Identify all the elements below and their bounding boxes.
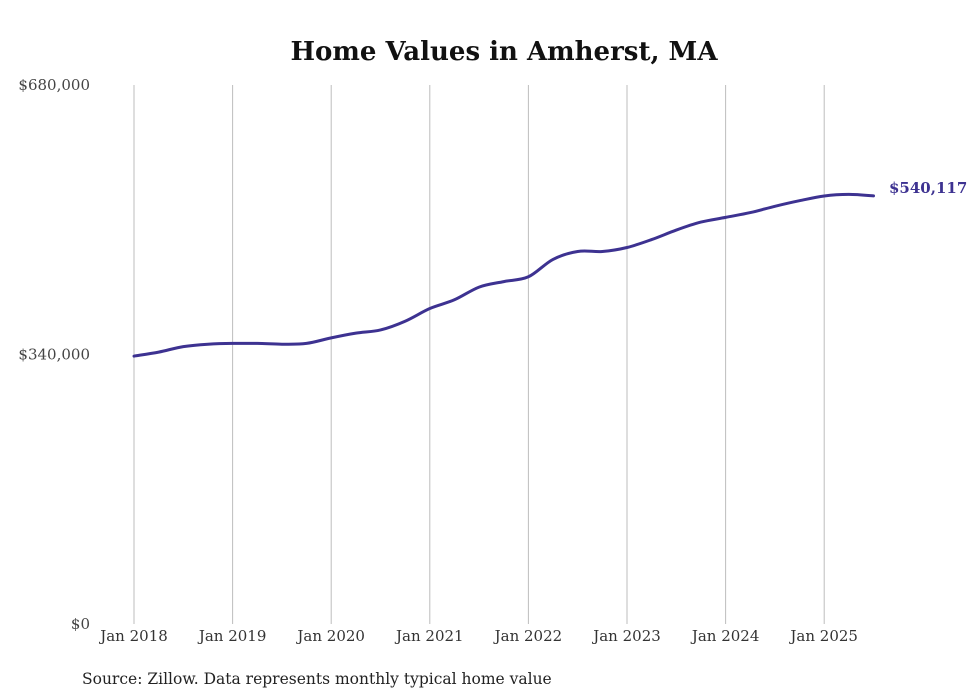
x-tick-label: Jan 2022: [493, 627, 563, 645]
y-tick-label: $680,000: [18, 76, 90, 94]
y-tick-label: $340,000: [18, 346, 90, 364]
x-tick-label: Jan 2024: [690, 627, 760, 645]
x-tick-label: Jan 2018: [98, 627, 168, 645]
series-layer: [132, 192, 875, 358]
x-axis-ticks: Jan 2018 Jan 2019 Jan 2020 Jan 2021 Jan 2022…: [98, 627, 858, 645]
x-tick-label: Jan 2021: [394, 627, 464, 645]
x-tick-label: Jan 2020: [295, 627, 365, 645]
y-tick-label: $0: [71, 615, 90, 633]
grid-layer: [133, 85, 825, 624]
end-value-label: $540,117: [889, 179, 967, 197]
x-tick-label: Jan 2019: [197, 627, 267, 645]
series-line: [132, 192, 875, 358]
x-tick-label: Jan 2025: [788, 627, 858, 645]
y-axis-ticks: $680,000 $340,000 $0: [18, 76, 90, 633]
source-note: Source: Zillow. Data represents monthly …: [82, 670, 552, 688]
x-tick-label: Jan 2023: [591, 627, 661, 645]
chart-title: Home Values in Amherst, MA: [290, 37, 718, 67]
